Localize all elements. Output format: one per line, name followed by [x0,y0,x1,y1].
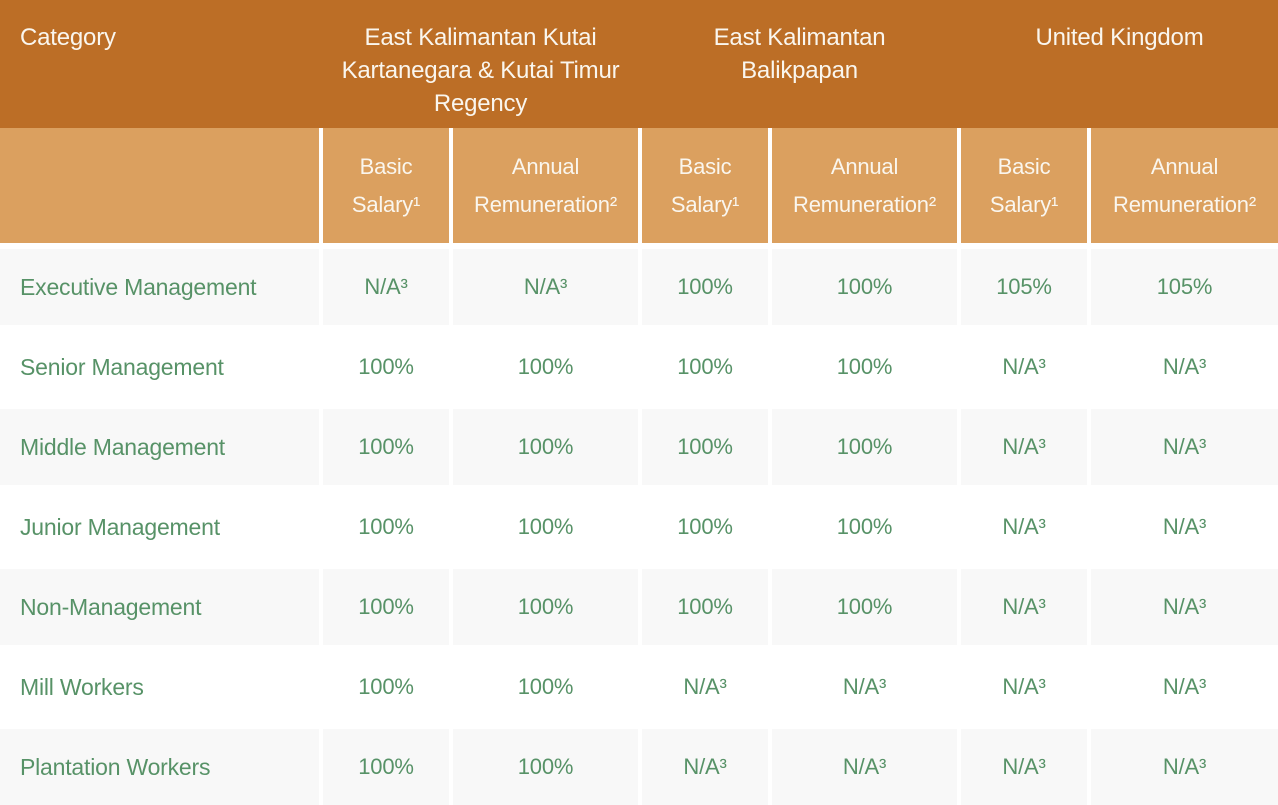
header-group-line: East Kalimantan [713,24,886,51]
value-cell: 100% [836,514,893,539]
header-category: Category [20,24,116,51]
value-cell: N/A³ [1002,674,1046,699]
subheader-basic-salary: Basic Salary¹ [642,128,768,243]
table-header-row: Category East Kalimantan Kutai Kartanega… [0,0,1278,128]
value-cell: 100% [453,409,638,485]
table-row-senior-management: Senior Management 100% 100% 100% 100% N/… [0,329,1278,405]
value-cell: 100% [358,354,414,379]
header-group-east-kalimantan-balikpapan: East Kalimantan Balikpapan [642,0,957,128]
value-cell: 105% [1091,249,1278,325]
value-cell: 100% [453,729,638,805]
table-row-junior-management: Junior Management 100% 100% 100% 100% N/… [0,489,1278,565]
value-cell: 100% [772,569,957,645]
header-group-line: United Kingdom [1035,24,1204,51]
value-cell: 100% [642,409,768,485]
value-cell: 100% [642,249,768,325]
subheader-annual-remuneration: Annual Remuneration² [772,128,957,243]
category-cell: Plantation Workers [0,729,319,805]
value-cell: 100% [677,354,733,379]
header-group-line: East Kalimantan Kutai [364,24,597,51]
category-cell: Mill Workers [20,673,144,700]
subheader-annual-remuneration: Annual Remuneration² [1091,128,1278,243]
value-cell: N/A³ [772,729,957,805]
table-row-non-management: Non-Management 100% 100% 100% 100% N/A³ … [0,569,1278,645]
value-cell: 100% [517,514,574,539]
value-cell: 100% [453,569,638,645]
value-cell: 100% [642,569,768,645]
value-cell: 100% [358,674,414,699]
value-cell: N/A³ [683,674,727,699]
table-row-mill-workers: Mill Workers 100% 100% N/A³ N/A³ N/A³ N/… [0,649,1278,725]
header-group-east-kalimantan-kutai: East Kalimantan Kutai Kartanegara & Kuta… [323,0,638,128]
value-cell: N/A³ [1091,569,1278,645]
value-cell: N/A³ [323,249,449,325]
value-cell: N/A³ [642,729,768,805]
header-group-united-kingdom: United Kingdom [961,0,1278,128]
value-cell: N/A³ [961,729,1087,805]
value-cell: N/A³ [1162,674,1207,699]
subheader-basic-salary: Basic Salary¹ [323,128,449,243]
value-cell: N/A³ [842,674,887,699]
table-subheader-row: Basic Salary¹ Annual Remuneration² Basic… [0,128,1278,243]
table-body: Executive Management N/A³ N/A³ 100% 100%… [0,249,1278,805]
value-cell: 100% [517,354,574,379]
category-cell: Executive Management [0,249,319,325]
value-cell: 100% [358,514,414,539]
value-cell: N/A³ [1162,514,1207,539]
table-row-middle-management: Middle Management 100% 100% 100% 100% N/… [0,409,1278,485]
value-cell: 100% [323,729,449,805]
value-cell: 100% [323,569,449,645]
table-row-executive-management: Executive Management N/A³ N/A³ 100% 100%… [0,249,1278,325]
value-cell: 100% [772,409,957,485]
header-group-line: Balikpapan [741,57,858,84]
category-cell: Senior Management [20,353,224,380]
header-group-line: Kartanegara & Kutai Timur [341,57,620,84]
value-cell: 100% [517,674,574,699]
value-cell: 100% [677,514,733,539]
category-cell: Middle Management [0,409,319,485]
value-cell: N/A³ [961,409,1087,485]
value-cell: N/A³ [453,249,638,325]
value-cell: 100% [323,409,449,485]
value-cell: N/A³ [1162,354,1207,379]
value-cell: N/A³ [1002,514,1046,539]
header-group-line: Regency [433,90,528,117]
value-cell: N/A³ [1002,354,1046,379]
category-cell: Non-Management [0,569,319,645]
value-cell: 105% [961,249,1087,325]
value-cell: 100% [836,354,893,379]
table-row-plantation-workers: Plantation Workers 100% 100% N/A³ N/A³ N… [0,729,1278,805]
value-cell: N/A³ [1091,729,1278,805]
value-cell: N/A³ [1091,409,1278,485]
subheader-annual-remuneration: Annual Remuneration² [453,128,638,243]
subheader-blank-cell [0,128,319,243]
category-cell: Junior Management [20,513,220,540]
value-cell: 100% [772,249,957,325]
subheader-basic-salary: Basic Salary¹ [961,128,1087,243]
value-cell: N/A³ [961,569,1087,645]
